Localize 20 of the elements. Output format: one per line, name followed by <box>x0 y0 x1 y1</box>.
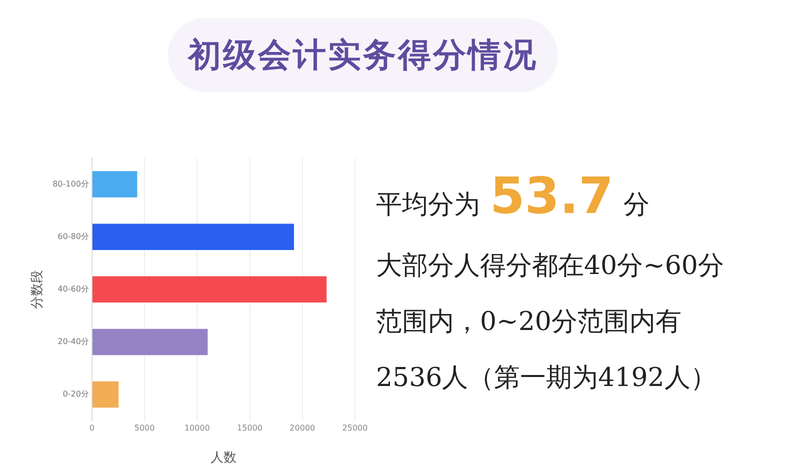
x-tick-label: 0 <box>89 424 94 433</box>
x-tick-label: 10000 <box>184 424 210 433</box>
y-tick-label: 20-40分 <box>58 337 89 346</box>
text: 大部分人得分都在40分~60分范围内，0~20分范围内有2536人（第一期为4192人） <box>376 250 725 395</box>
x-tick-label: 25000 <box>342 424 368 433</box>
x-tick-label: 5000 <box>134 424 155 433</box>
y-tick-label: 60-80分 <box>58 232 89 241</box>
y-tick-label: 40-60分 <box>58 284 89 294</box>
x-axis-title: 人数 <box>210 450 236 466</box>
x-tick-label: 15000 <box>237 424 262 433</box>
bar <box>92 224 294 250</box>
y-axis-title: 分数段 <box>30 270 46 309</box>
chart-title: 初级会计实务得分情况 <box>188 34 538 76</box>
x-tick-label: 20000 <box>290 424 316 433</box>
y-tick-label: 0-20分 <box>62 390 89 399</box>
bar <box>92 171 138 198</box>
bar <box>92 381 119 408</box>
bar <box>92 328 208 356</box>
y-tick-label: 80-100分 <box>52 179 89 188</box>
bar <box>92 276 327 303</box>
